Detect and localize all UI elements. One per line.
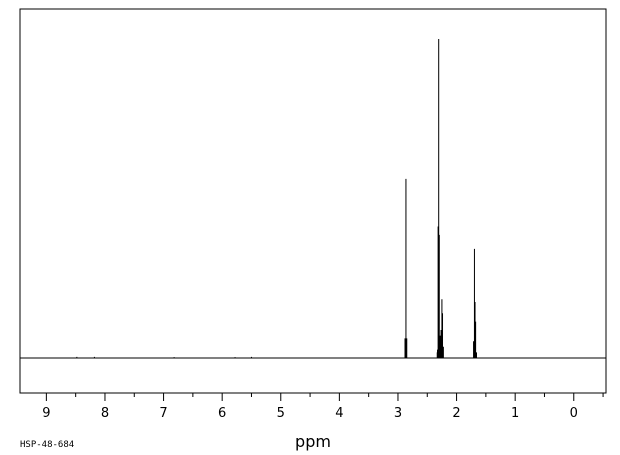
x-tick-label: 9 bbox=[42, 406, 50, 421]
x-tick-label: 0 bbox=[570, 406, 578, 421]
x-axis-major-ticks bbox=[45, 393, 575, 401]
x-axis-tick-labels: 9 8 7 6 5 4 3 2 1 0 bbox=[42, 406, 578, 421]
x-tick-label: 2 bbox=[452, 406, 460, 421]
x-axis-minor-ticks bbox=[75, 393, 604, 397]
x-tick-label: 7 bbox=[159, 406, 167, 421]
x-tick-label: 8 bbox=[101, 406, 109, 421]
plot-frame bbox=[19, 8, 607, 394]
x-tick-label: 5 bbox=[277, 406, 285, 421]
x-tick-label: 6 bbox=[218, 406, 226, 421]
x-tick-label: 3 bbox=[394, 406, 402, 421]
sample-code-label: HSP-48-684 bbox=[20, 440, 74, 450]
x-tick-label: 1 bbox=[511, 406, 519, 421]
x-axis-title: ppm bbox=[295, 432, 331, 451]
x-tick-label: 4 bbox=[335, 406, 343, 421]
spectrum-trace bbox=[20, 39, 606, 359]
